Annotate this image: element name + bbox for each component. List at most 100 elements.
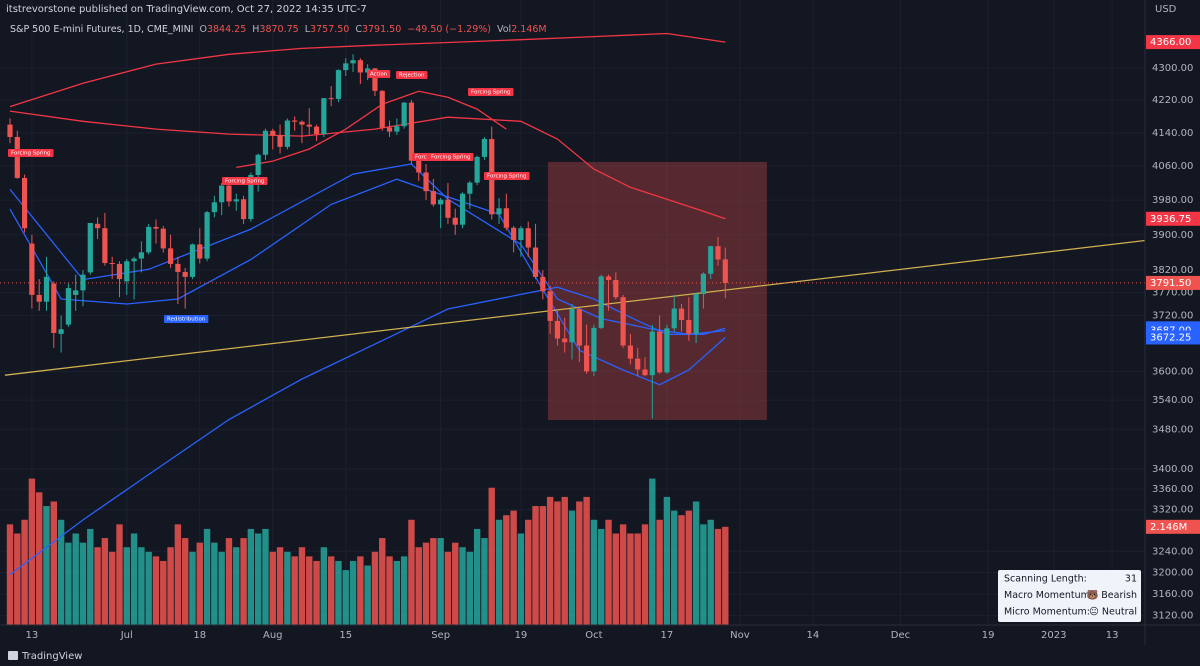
- zone: [547, 161, 767, 420]
- y-tick-label: 3720.00: [1152, 310, 1193, 321]
- x-tick-label: 13: [26, 630, 39, 641]
- volume-bar: [488, 487, 495, 625]
- candle-body: [146, 226, 152, 253]
- candle-body: [7, 124, 13, 137]
- volume-bar: [598, 528, 605, 625]
- volume-bar: [612, 533, 620, 625]
- candle-body: [51, 283, 57, 333]
- candle-body: [219, 185, 225, 203]
- candle-body: [459, 193, 466, 225]
- annotation-tag: [222, 177, 268, 185]
- volume-bar: [619, 524, 627, 625]
- volume-bar: [495, 519, 503, 625]
- volume-bar: [576, 501, 583, 625]
- legend-value: 2.146M: [511, 24, 546, 35]
- volume-bar: [116, 524, 123, 625]
- volume-bar: [306, 556, 313, 625]
- annotation: Forcing Spring: [8, 149, 54, 157]
- last-price-tag-bg: [1146, 275, 1200, 290]
- table-value: 😐 Neutral: [1089, 607, 1137, 618]
- candle-body: [700, 273, 707, 294]
- annotation-tag: [396, 71, 428, 79]
- candle-body: [671, 308, 677, 329]
- candle-body: [613, 280, 619, 298]
- candle-body: [547, 291, 553, 321]
- volume-bar: [108, 551, 116, 625]
- y-tick-label: 3600.00: [1152, 366, 1193, 377]
- candle-body: [36, 294, 42, 302]
- volume-bar: [590, 519, 598, 625]
- candle-body: [109, 263, 115, 265]
- volume-bar: [247, 528, 255, 625]
- x-tick-label: Nov: [730, 630, 750, 641]
- candle-body: [204, 212, 210, 259]
- volume-bar: [525, 519, 532, 625]
- candle-body: [408, 102, 415, 161]
- y-tick-label: 3900.00: [1152, 230, 1193, 241]
- volume-bar: [349, 560, 357, 625]
- candle-body: [532, 247, 539, 277]
- volume-bar: [65, 542, 72, 625]
- candle-body: [452, 217, 458, 225]
- x-tick-label: Oct: [585, 630, 602, 641]
- volume-bar: [196, 542, 203, 625]
- y-tick-label: 3160.00: [1152, 589, 1193, 600]
- candle-body: [116, 263, 123, 280]
- volume-bar: [444, 551, 452, 625]
- volume-bar: [466, 551, 474, 625]
- candle-body: [569, 309, 575, 343]
- volume-bar: [649, 478, 656, 625]
- candle-body: [94, 223, 101, 229]
- candle-body: [343, 63, 349, 71]
- candle-body: [554, 320, 561, 339]
- x-tick-label: 17: [661, 630, 674, 641]
- legend-value: 3757.50: [310, 24, 349, 35]
- info-table: Scanning Length: 31 Macro Momentum:🐻 Beari…: [998, 570, 1141, 622]
- legend-key: C: [355, 24, 362, 35]
- x-tick-label: Dec: [891, 630, 910, 641]
- candle-body: [87, 222, 93, 273]
- candle-body: [657, 331, 663, 373]
- currency: USD: [1155, 4, 1177, 15]
- volume-bar: [386, 556, 393, 625]
- candle-body: [649, 331, 655, 376]
- y-tick-label: 3980.00: [1152, 195, 1193, 206]
- annotation-tag: [412, 153, 430, 161]
- volume-bar: [539, 506, 547, 625]
- y-tick-label: 3320.00: [1152, 505, 1193, 516]
- annotation-tag: [468, 88, 514, 96]
- volume-bar: [371, 551, 379, 625]
- y-tick-label: 4060.00: [1152, 161, 1193, 172]
- volume-bar: [181, 538, 189, 625]
- annotation: Forcing Spring: [222, 177, 268, 185]
- volume-bar: [145, 551, 152, 625]
- table-bg: [998, 570, 1141, 622]
- candle-body: [379, 90, 385, 128]
- annotation: Redistribution: [164, 315, 209, 323]
- volume-bar: [692, 501, 700, 625]
- candle-body: [540, 276, 546, 292]
- candle-body: [445, 199, 451, 218]
- volume-bar: [291, 556, 298, 625]
- volume-bar: [481, 538, 488, 625]
- publisher: itstrevorstone published on TradingView.…: [6, 4, 367, 15]
- candle-body: [299, 121, 305, 125]
- volume-bar: [269, 551, 276, 625]
- volume-bar: [671, 510, 678, 625]
- volume-bar: [357, 556, 364, 625]
- volume-bar: [627, 533, 634, 625]
- annotation-text: Forcing Spring: [11, 151, 51, 157]
- volume-bar: [437, 538, 444, 625]
- candle-body: [525, 228, 531, 248]
- annotation-text: Forcing Spring: [471, 90, 511, 96]
- annotation-text: Forcing Spring: [225, 179, 265, 185]
- candle-body: [226, 185, 232, 202]
- volume-bar: [605, 519, 612, 625]
- candle-body: [43, 276, 50, 302]
- symbol-title: S&P 500 E-mini Futures, 1D, CME_MINI: [10, 24, 193, 35]
- volume-bar: [203, 528, 211, 625]
- volume-bar: [240, 538, 247, 625]
- volume-bar: [634, 533, 641, 625]
